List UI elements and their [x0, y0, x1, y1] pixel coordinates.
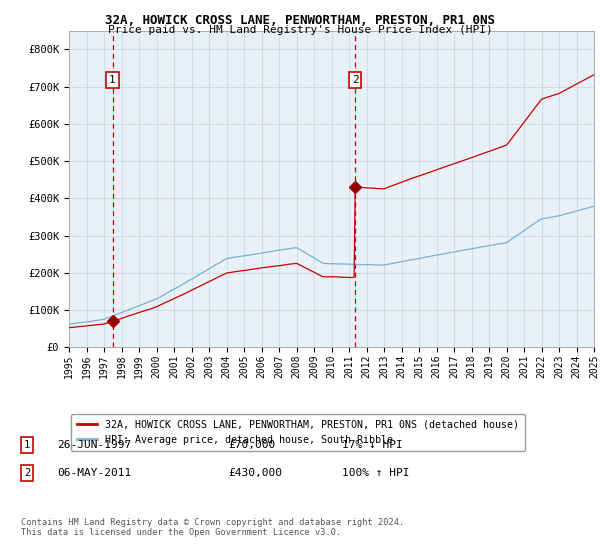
Text: 06-MAY-2011: 06-MAY-2011 — [57, 468, 131, 478]
Text: 2: 2 — [24, 468, 30, 478]
Legend: 32A, HOWICK CROSS LANE, PENWORTHAM, PRESTON, PR1 0NS (detached house), HPI: Aver: 32A, HOWICK CROSS LANE, PENWORTHAM, PRES… — [71, 414, 526, 451]
Text: 1: 1 — [24, 440, 30, 450]
Text: Price paid vs. HM Land Registry's House Price Index (HPI): Price paid vs. HM Land Registry's House … — [107, 25, 493, 35]
Text: 26-JUN-1997: 26-JUN-1997 — [57, 440, 131, 450]
Text: 1: 1 — [109, 75, 116, 85]
Text: 32A, HOWICK CROSS LANE, PENWORTHAM, PRESTON, PR1 0NS: 32A, HOWICK CROSS LANE, PENWORTHAM, PRES… — [105, 14, 495, 27]
Text: £70,000: £70,000 — [228, 440, 275, 450]
Text: 100% ↑ HPI: 100% ↑ HPI — [342, 468, 409, 478]
Text: 2: 2 — [352, 75, 359, 85]
Text: Contains HM Land Registry data © Crown copyright and database right 2024.
This d: Contains HM Land Registry data © Crown c… — [21, 518, 404, 538]
Text: 17% ↓ HPI: 17% ↓ HPI — [342, 440, 403, 450]
Text: £430,000: £430,000 — [228, 468, 282, 478]
